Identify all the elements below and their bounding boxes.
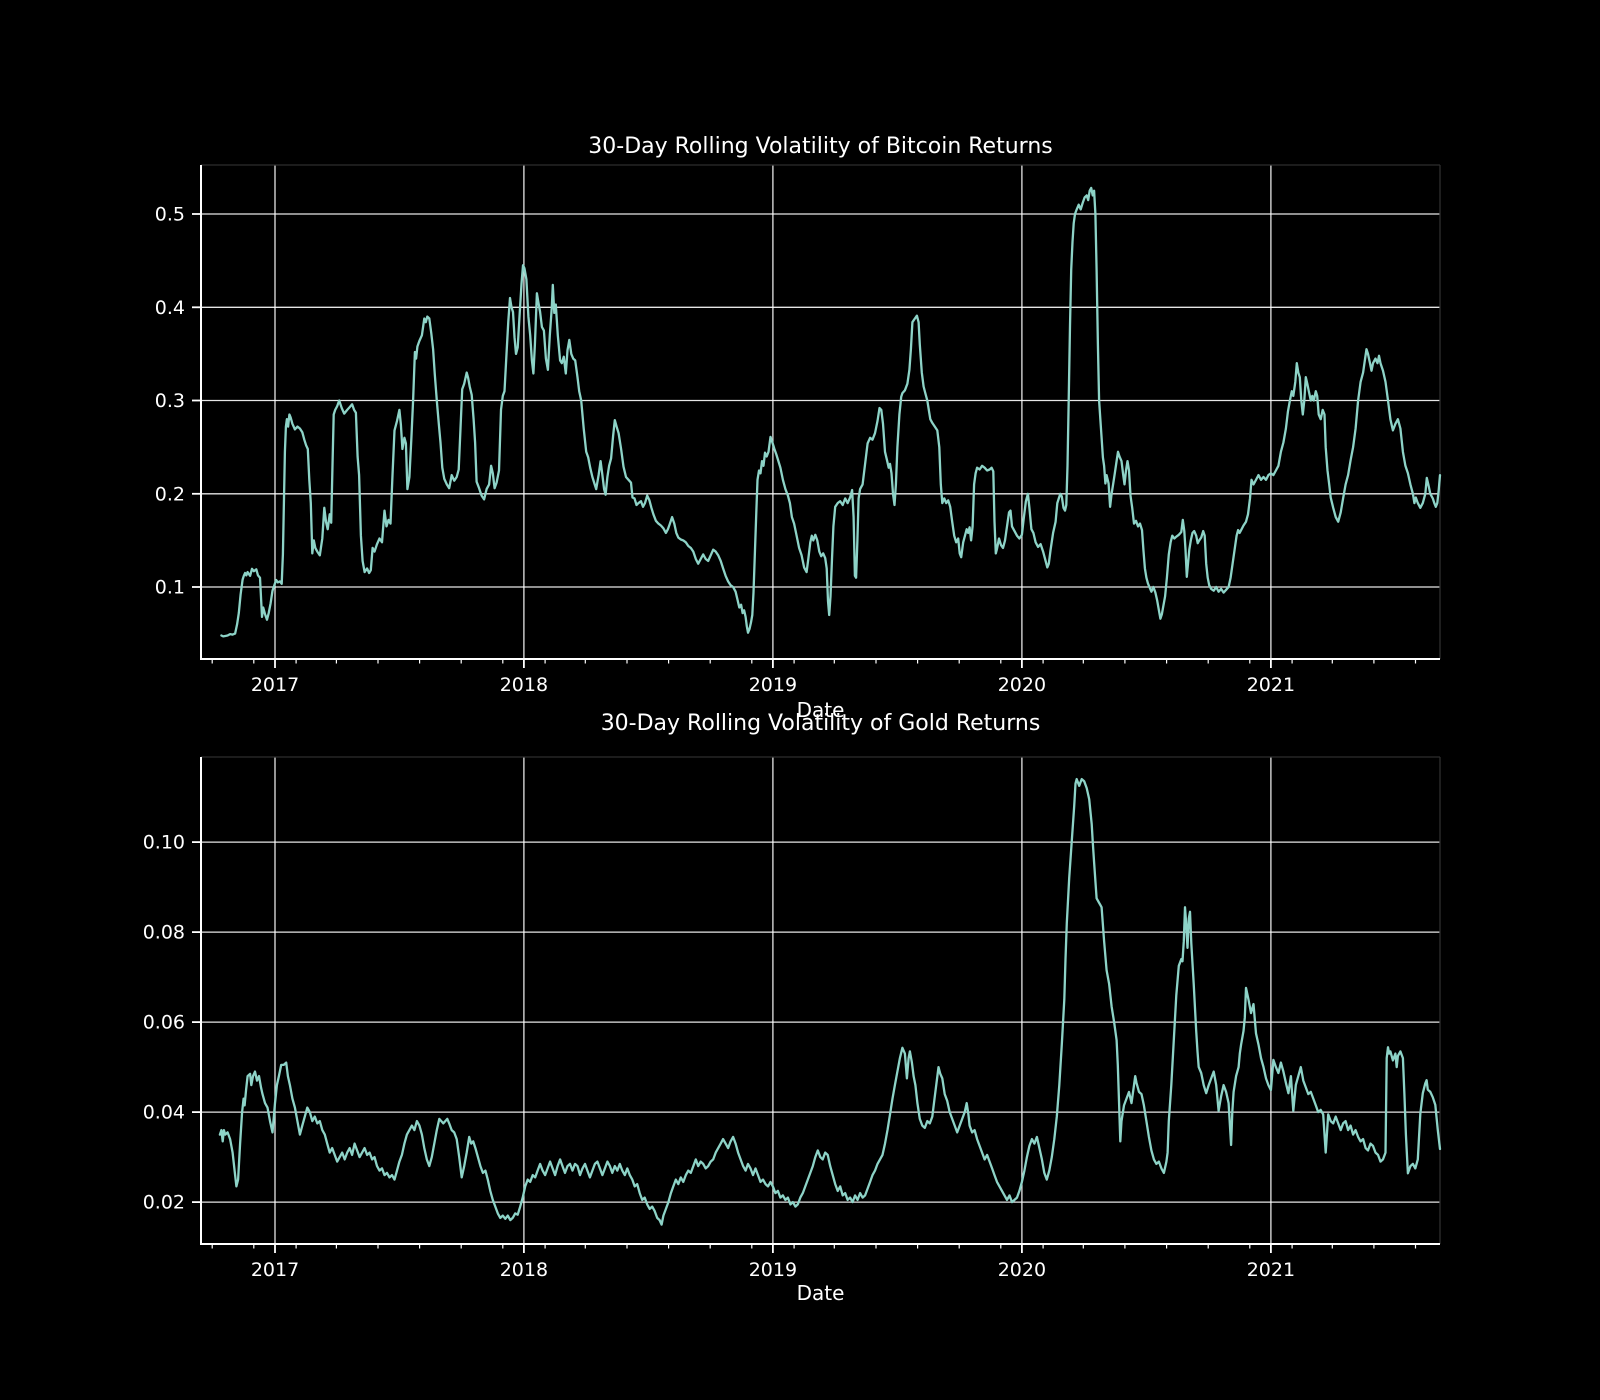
bitcoin-chart-title: 30-Day Rolling Volatility of Bitcoin Ret… — [588, 134, 1053, 159]
y-tick-label: 0.08 — [143, 922, 185, 944]
x-tick-label: 2020 — [998, 674, 1046, 696]
x-tick-label: 2017 — [251, 1259, 299, 1281]
x-tick-label: 2019 — [749, 674, 797, 696]
bitcoin-xaxis-label: Date — [796, 698, 845, 722]
y-tick-label: 0.06 — [143, 1012, 185, 1034]
x-tick-label: 2019 — [749, 1259, 797, 1281]
x-tick-label: 2021 — [1247, 674, 1295, 696]
y-tick-label: 0.1 — [155, 577, 185, 599]
x-tick-label: 2020 — [998, 1259, 1046, 1281]
y-tick-label: 0.3 — [155, 390, 185, 412]
x-tick-label: 2018 — [500, 674, 548, 696]
x-tick-label: 2021 — [1247, 1259, 1295, 1281]
y-tick-label: 0.4 — [155, 297, 185, 319]
x-tick-label: 2018 — [500, 1259, 548, 1281]
gold-volatility-line — [218, 777, 1442, 1226]
gold-xaxis-label: Date — [796, 1281, 845, 1305]
y-tick-label: 0.04 — [143, 1102, 185, 1124]
y-tick-label: 0.5 — [155, 204, 185, 226]
y-tick-label: 0.02 — [143, 1192, 185, 1214]
y-tick-label: 0.10 — [143, 832, 185, 854]
gold-chart-title: 30-Day Rolling Volatility of Gold Return… — [600, 711, 1041, 736]
y-tick-label: 0.2 — [155, 483, 185, 505]
x-tick-label: 2017 — [251, 674, 299, 696]
bitcoin-volatility-line — [220, 186, 1442, 638]
